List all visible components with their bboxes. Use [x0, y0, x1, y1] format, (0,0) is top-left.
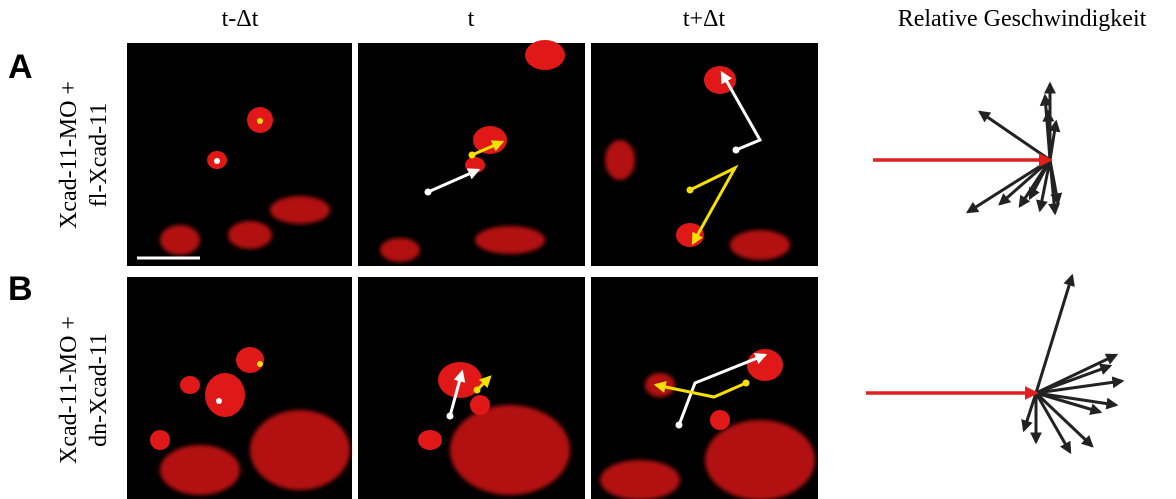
cell — [270, 196, 330, 224]
velocity-title: Relative Geschwindigkeit — [898, 6, 1147, 32]
velocity-vector — [1024, 393, 1036, 430]
cell — [710, 410, 730, 430]
marker-dot — [214, 158, 220, 164]
cell — [473, 126, 507, 154]
track-start — [743, 380, 750, 387]
velocity-vector — [1036, 276, 1072, 393]
track-start — [676, 422, 683, 429]
images — [127, 40, 1122, 499]
marker-dot — [257, 118, 263, 124]
cell — [525, 40, 565, 70]
cell — [160, 225, 200, 255]
cell — [676, 223, 704, 247]
cell — [450, 405, 570, 495]
panel-label: B — [8, 270, 33, 308]
page: {"header": {"columns": ["t-Δt", "t", "t+… — [0, 0, 1176, 499]
cell — [600, 460, 680, 499]
track-start — [733, 147, 740, 154]
row-label: fl-Xcad-11 — [86, 103, 112, 207]
row-label: Xcad-11-MO + — [56, 81, 82, 229]
panel-label: A — [8, 48, 33, 86]
track-start — [425, 189, 432, 196]
cell — [160, 445, 240, 495]
cell — [705, 420, 815, 499]
cell — [475, 226, 545, 254]
row-label: Xcad-11-MO + — [56, 316, 82, 464]
track-start — [447, 413, 454, 420]
cell — [605, 140, 635, 180]
column-header: t — [468, 6, 475, 32]
cell — [236, 347, 264, 373]
track-start — [474, 387, 481, 394]
cell — [228, 221, 272, 249]
row-label: dn-Xcad-11 — [86, 333, 112, 447]
cell — [380, 238, 420, 262]
cell — [150, 430, 170, 450]
column-header: t+Δt — [683, 6, 726, 32]
track-start — [687, 187, 694, 194]
velocity-vector — [980, 112, 1050, 160]
marker-dot — [257, 361, 263, 367]
cell — [730, 230, 790, 260]
marker-dot — [216, 398, 222, 404]
track-start — [469, 152, 476, 159]
cell — [180, 376, 200, 394]
cell — [205, 373, 245, 417]
cell — [418, 430, 442, 450]
cell — [747, 349, 783, 381]
column-header: t-Δt — [222, 6, 259, 32]
figure: t-Δt t t+Δt Relative Geschwindigkeit A B… — [0, 0, 1176, 499]
cell — [250, 410, 350, 490]
